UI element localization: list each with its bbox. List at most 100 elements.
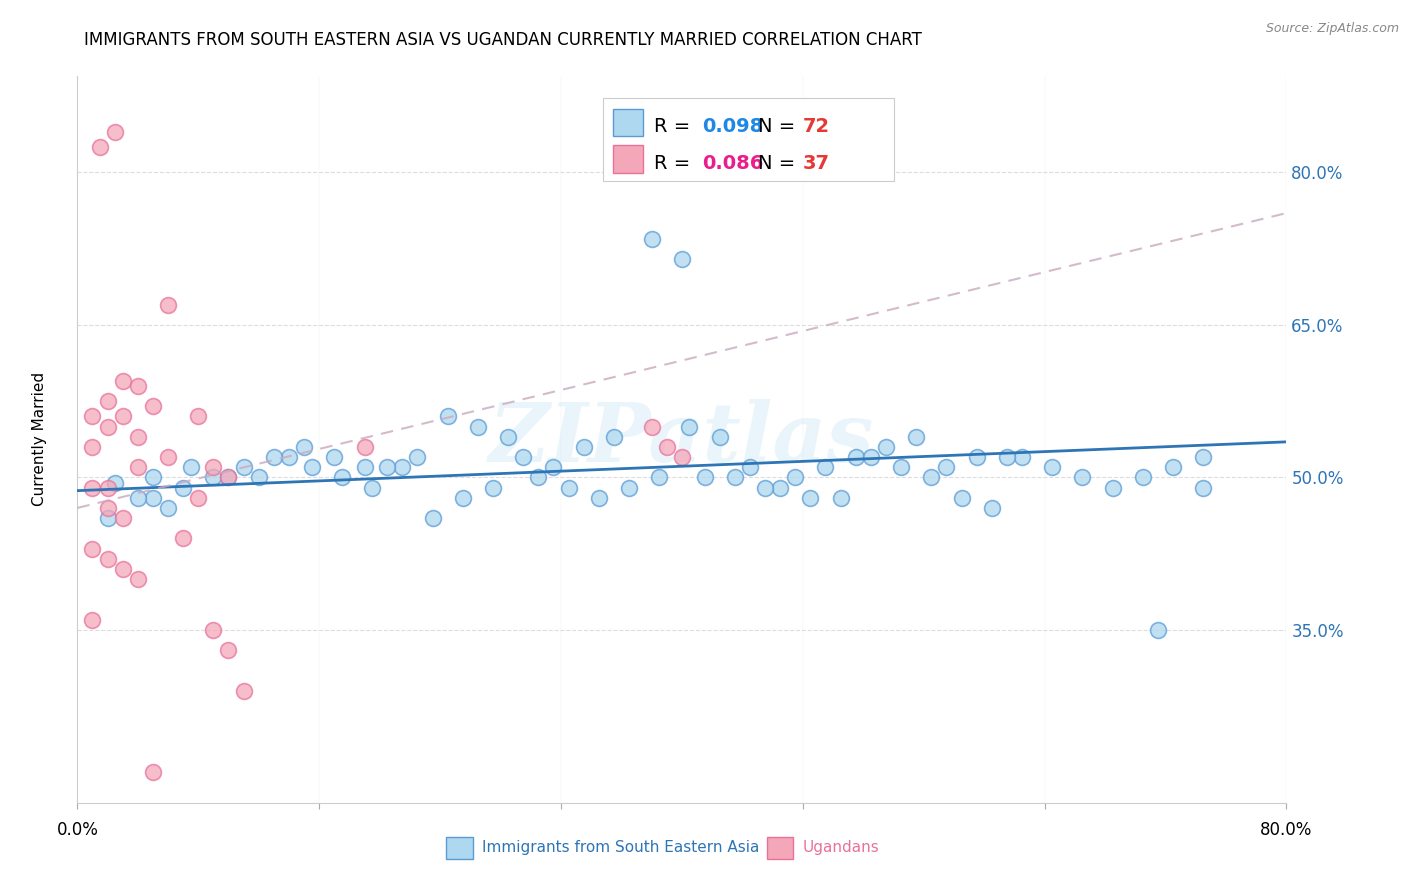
Text: ZIPatlas: ZIPatlas: [489, 400, 875, 479]
Point: [292, 440, 315, 454]
Point: [353, 460, 375, 475]
Point: [187, 491, 209, 505]
FancyBboxPatch shape: [613, 109, 643, 136]
Text: Ugandans: Ugandans: [803, 840, 880, 855]
Point: [127, 379, 149, 393]
Point: [512, 450, 534, 464]
Point: [127, 430, 149, 444]
Point: [709, 430, 731, 444]
Point: [814, 460, 837, 475]
Point: [172, 532, 194, 546]
Point: [859, 450, 882, 464]
Text: N =: N =: [758, 117, 801, 136]
Point: [603, 430, 626, 444]
Point: [96, 481, 118, 495]
Point: [232, 684, 254, 698]
Point: [845, 450, 868, 464]
Point: [935, 460, 957, 475]
Point: [557, 481, 579, 495]
Point: [104, 125, 127, 139]
Point: [678, 419, 700, 434]
Point: [301, 460, 323, 475]
Point: [391, 460, 413, 475]
Point: [96, 419, 118, 434]
Point: [920, 470, 942, 484]
Point: [724, 470, 747, 484]
Point: [655, 440, 678, 454]
Point: [980, 500, 1002, 515]
Text: N =: N =: [758, 153, 801, 172]
Point: [202, 470, 225, 484]
Text: R =: R =: [654, 153, 696, 172]
Point: [1192, 481, 1215, 495]
Point: [641, 231, 664, 245]
Text: Source: ZipAtlas.com: Source: ZipAtlas.com: [1265, 22, 1399, 36]
Point: [451, 491, 474, 505]
Point: [572, 440, 595, 454]
Text: 0.0%: 0.0%: [56, 822, 98, 839]
Point: [890, 460, 912, 475]
Point: [1192, 450, 1215, 464]
Point: [202, 623, 225, 637]
Point: [830, 491, 852, 505]
Text: 72: 72: [803, 117, 830, 136]
Text: 37: 37: [803, 153, 830, 172]
Point: [172, 481, 194, 495]
Point: [232, 460, 254, 475]
Point: [1147, 623, 1170, 637]
Point: [247, 470, 270, 484]
Text: R =: R =: [654, 117, 696, 136]
Point: [1040, 460, 1063, 475]
Point: [875, 440, 897, 454]
Point: [157, 450, 180, 464]
Point: [527, 470, 550, 484]
Point: [361, 481, 384, 495]
Point: [617, 481, 640, 495]
Point: [82, 613, 104, 627]
Text: 0.098: 0.098: [703, 117, 763, 136]
Point: [648, 470, 671, 484]
Point: [496, 430, 519, 444]
Point: [142, 399, 165, 413]
Point: [82, 481, 104, 495]
Point: [671, 450, 693, 464]
Point: [738, 460, 761, 475]
FancyBboxPatch shape: [603, 97, 894, 181]
Text: 80.0%: 80.0%: [1260, 822, 1313, 839]
Point: [218, 643, 240, 657]
Point: [263, 450, 285, 464]
Point: [96, 551, 118, 566]
Point: [82, 440, 104, 454]
Point: [127, 460, 149, 475]
Point: [693, 470, 716, 484]
Point: [104, 475, 127, 490]
Point: [966, 450, 988, 464]
Point: [202, 460, 225, 475]
Point: [218, 470, 240, 484]
Point: [330, 470, 353, 484]
Point: [1101, 481, 1123, 495]
FancyBboxPatch shape: [446, 837, 472, 859]
Point: [111, 409, 134, 424]
Point: [422, 511, 444, 525]
Point: [406, 450, 429, 464]
Point: [1161, 460, 1184, 475]
Point: [142, 765, 165, 780]
Point: [436, 409, 458, 424]
Point: [127, 491, 149, 505]
Point: [1132, 470, 1154, 484]
Point: [467, 419, 489, 434]
Point: [111, 511, 134, 525]
Point: [769, 481, 792, 495]
Point: [157, 500, 180, 515]
Point: [905, 430, 928, 444]
Point: [142, 491, 165, 505]
Point: [111, 562, 134, 576]
Point: [482, 481, 505, 495]
Y-axis label: Currently Married: Currently Married: [32, 372, 48, 507]
Point: [323, 450, 346, 464]
Point: [157, 297, 180, 311]
Point: [111, 374, 134, 388]
Point: [82, 409, 104, 424]
Point: [180, 460, 202, 475]
